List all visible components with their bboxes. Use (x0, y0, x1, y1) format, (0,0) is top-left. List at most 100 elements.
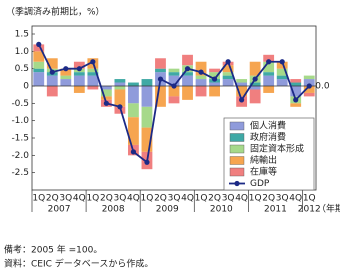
legend-label: 政府消費 (250, 131, 286, 143)
bar-segment (128, 103, 139, 118)
x-tick-label: 4Q (289, 194, 302, 204)
bar-segment (60, 75, 72, 80)
gdp-point (306, 83, 312, 89)
bar-segment (276, 68, 288, 76)
bar-segment (236, 79, 248, 83)
bar-segment (87, 72, 99, 76)
x-tick-label: 2Q (262, 194, 275, 204)
bar-segment (128, 117, 139, 145)
bar-segment (263, 75, 275, 86)
bar-segment (303, 75, 315, 80)
legend-swatch (229, 167, 245, 177)
y-tick-label: 1.5 (15, 30, 29, 40)
bar-segment (263, 61, 275, 73)
bar-segment (263, 86, 275, 93)
bar-segment (249, 82, 261, 86)
gdp-point (171, 83, 177, 89)
bar-segment (182, 75, 193, 86)
bar-segment (46, 86, 58, 97)
bar-segment (141, 106, 153, 128)
bar-segment (155, 86, 166, 107)
y-tick-label: -0.5 (11, 99, 29, 109)
legend (223, 117, 315, 191)
bar-segment (141, 127, 153, 152)
legend-swatch (229, 144, 245, 154)
gdp-point (184, 66, 191, 72)
bar-segment (155, 68, 166, 73)
legend-label: 純輸出 (250, 154, 277, 166)
bar-segment (236, 86, 248, 97)
year-label: 2012 (298, 205, 321, 215)
bar-segment (73, 86, 85, 93)
bar-segment (249, 86, 261, 90)
bar-segment (33, 44, 45, 52)
gdp-point (90, 59, 96, 65)
x-tick-label: 3Q (276, 194, 289, 204)
gdp-point (49, 69, 55, 75)
x-tick-label: 2Q (154, 194, 167, 204)
x-tick-label: 1Q (195, 194, 208, 204)
legend-swatch (229, 133, 245, 142)
bar-segment (168, 72, 180, 76)
x-tick-label: 4Q (127, 194, 140, 204)
legend-label: GDP (250, 179, 270, 189)
x-tick-label: 2Q (100, 194, 113, 204)
gdp-point (76, 66, 82, 72)
bar-segment (290, 86, 302, 97)
bar-segment (249, 89, 261, 104)
bar-segment (155, 58, 166, 69)
x-tick-label: 1Q (86, 194, 99, 204)
bar-segment (100, 89, 112, 97)
y-tick-label: 1.0 (15, 47, 30, 57)
bar-segment (168, 75, 180, 86)
y-tick-label: -1.0 (11, 116, 29, 126)
bar-segment (114, 89, 126, 107)
gdp-point (252, 76, 258, 82)
bar-segment (33, 61, 45, 69)
x-tick-label: 4Q (181, 194, 194, 204)
year-label: 2009 (156, 205, 179, 215)
gdp-point (279, 59, 285, 65)
bar-segment (46, 58, 58, 69)
bar-segment (303, 86, 315, 93)
bar-segment (222, 75, 234, 80)
bar-segment (168, 96, 180, 104)
bar-segment (73, 61, 85, 69)
year-label: 2008 (102, 205, 125, 215)
legend-label: 固定資本形成 (250, 143, 304, 155)
x-tick-label: 1Q (141, 194, 154, 204)
bar-segment (249, 61, 261, 76)
legend-label: 在庫等 (250, 166, 277, 178)
legend-label: 個人消費 (250, 120, 286, 132)
bar-segment (209, 82, 220, 86)
gdp-point (198, 69, 204, 75)
plot-area (31, 25, 317, 191)
bar-segment (33, 51, 45, 62)
note: 備考：2005 年 =100。 (4, 244, 102, 256)
gdp-point (239, 97, 245, 103)
bar-segment (33, 68, 45, 73)
bar-segment (209, 68, 220, 73)
bar-segment (33, 72, 45, 86)
year-label: 2011 (264, 205, 287, 215)
legend-swatch (229, 156, 245, 165)
bar-segment (46, 75, 58, 86)
bar-segment (141, 79, 153, 86)
gdp-point (211, 76, 218, 82)
bar-segment (290, 103, 302, 107)
bar-segment (141, 86, 153, 107)
bar-segment (182, 54, 193, 66)
bar-segment (182, 86, 193, 100)
bar-segment (195, 79, 207, 86)
bar-segment (236, 82, 248, 86)
gdp-point (225, 59, 231, 65)
bar-segment (114, 86, 126, 90)
y-tick-label: -2.5 (11, 168, 29, 178)
bar-segment (209, 86, 220, 97)
bar-segment (303, 92, 315, 97)
bar-segment (276, 61, 288, 69)
bar-segment (182, 72, 193, 76)
bar-segment (100, 96, 112, 100)
bar-segment (87, 86, 99, 90)
